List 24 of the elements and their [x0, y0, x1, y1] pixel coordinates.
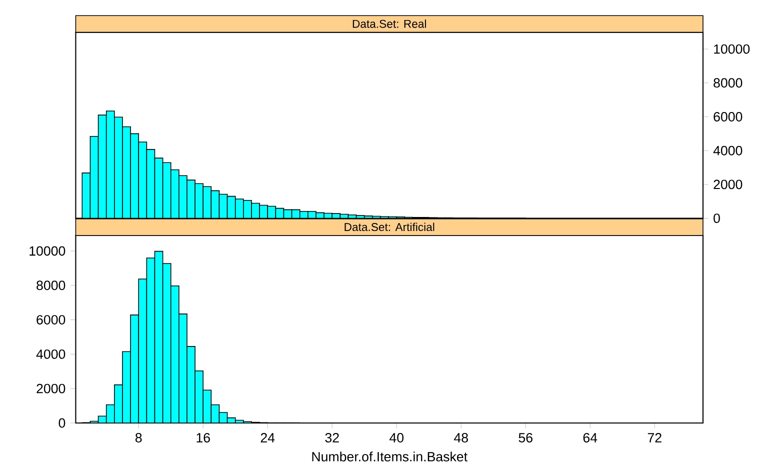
y-tick-label: 0 [714, 214, 720, 224]
y-tick-label: 2000 [36, 384, 66, 394]
y-tick-label: 8000 [36, 280, 66, 290]
x-tick-label: 48 [454, 433, 468, 442]
y-tick-label: 4000 [36, 349, 66, 359]
chart-title: Data.Set: Real [352, 20, 426, 28]
x-axis-title: Number.of.Items.in.Basket [312, 452, 468, 462]
y-tick-label: 10000 [714, 44, 750, 54]
chart-title: Data.Set: Artificial [344, 222, 434, 232]
x-tick-label: 64 [583, 433, 598, 442]
x-tick-label: 56 [518, 433, 532, 442]
y-tick-label: 2000 [714, 180, 742, 190]
y-tick-label: 6000 [36, 315, 66, 324]
x-tick-label: 72 [648, 433, 662, 442]
x-tick-label: 32 [325, 433, 339, 442]
x-tick-label: 24 [260, 433, 275, 442]
y-tick-label: 10000 [30, 246, 66, 256]
y-tick-label: 0 [58, 418, 66, 428]
x-tick-label: 8 [135, 433, 142, 442]
x-tick-label: 40 [390, 433, 404, 442]
x-tick-label: 16 [196, 433, 210, 442]
y-tick-label: 4000 [713, 146, 742, 156]
y-tick-label: 8000 [714, 78, 742, 88]
y-tick-label: 6000 [714, 112, 742, 122]
